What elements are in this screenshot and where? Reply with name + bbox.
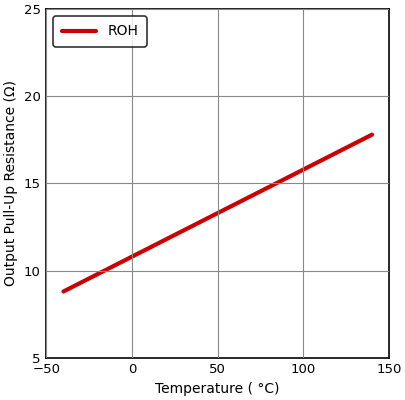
Y-axis label: Output Pull-Up Resistance (Ω): Output Pull-Up Resistance (Ω)	[4, 80, 18, 286]
X-axis label: Temperature ( °C): Temperature ( °C)	[155, 382, 279, 396]
Legend: ROH: ROH	[53, 16, 146, 47]
